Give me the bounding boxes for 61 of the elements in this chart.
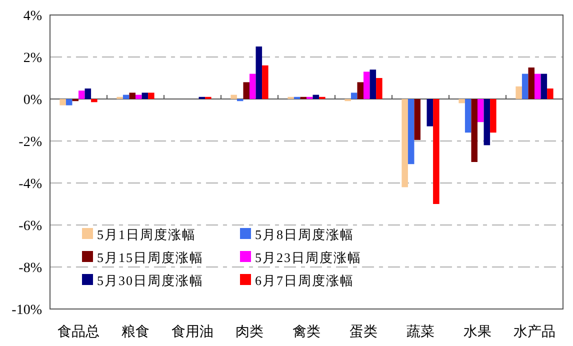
bar: [402, 99, 408, 188]
bar: [312, 94, 320, 99]
x-tick-label: 食品总: [58, 324, 100, 340]
bar: [478, 99, 484, 122]
y-tick-label: 0%: [23, 93, 42, 108]
x-tick-label: 蛋类: [350, 324, 378, 340]
bar: [91, 99, 98, 102]
bar: [78, 90, 85, 99]
y-tick-label: -10%: [12, 303, 42, 318]
bar: [370, 70, 376, 99]
bar: [122, 94, 130, 99]
bar: [464, 99, 472, 133]
bar: [516, 86, 522, 99]
bar: [540, 74, 548, 99]
bar: [142, 92, 148, 99]
bar: [408, 99, 414, 164]
bar: [250, 74, 256, 99]
bar: [129, 92, 136, 99]
bar: [230, 94, 237, 99]
bar: [490, 99, 496, 133]
bar: [357, 82, 364, 99]
bar: [528, 68, 534, 99]
bar: [364, 72, 370, 99]
bar: [66, 99, 72, 106]
x-tick-label: 肉类: [236, 324, 264, 340]
y-tick-label: 2%: [23, 51, 42, 66]
x-tick-label: 食用油: [172, 324, 214, 340]
bar: [136, 94, 142, 99]
x-tick-label: 水产品: [514, 324, 556, 340]
bar: [148, 92, 154, 99]
y-tick-label: -8%: [18, 261, 42, 276]
bar: [60, 99, 66, 106]
bar: [376, 78, 382, 99]
legend-label: 5月1日周度涨幅: [97, 227, 196, 242]
bar: [471, 99, 478, 162]
y-tick-label: -4%: [18, 177, 42, 192]
bar: [243, 82, 250, 99]
bar: [84, 88, 92, 99]
bar: [256, 46, 262, 99]
legend-label: 5月30日周度涨幅: [97, 273, 204, 288]
bar: [350, 92, 358, 99]
bar: [426, 99, 434, 126]
y-tick-label: 4%: [23, 9, 42, 24]
legend-label: 5月8日周度涨幅: [255, 227, 354, 242]
x-tick-label: 粮食: [122, 324, 150, 340]
x-tick-label: 蔬菜: [406, 324, 434, 340]
y-tick-label: -6%: [18, 219, 42, 234]
y-tick-label: -2%: [18, 135, 42, 150]
bar: [414, 99, 420, 140]
legend-label: 6月7日周度涨幅: [255, 273, 354, 288]
bar: [262, 65, 268, 99]
legend-label: 5月15日周度涨幅: [97, 250, 204, 265]
legend-label: 5月23日周度涨幅: [255, 250, 362, 265]
bar: [522, 74, 528, 99]
x-tick-label: 水果: [464, 324, 492, 340]
bar: [534, 74, 541, 99]
bar: [484, 99, 490, 146]
x-tick-label: 禽类: [292, 324, 320, 340]
bar: [458, 99, 465, 104]
bar: [547, 88, 554, 99]
bar: [433, 99, 440, 204]
